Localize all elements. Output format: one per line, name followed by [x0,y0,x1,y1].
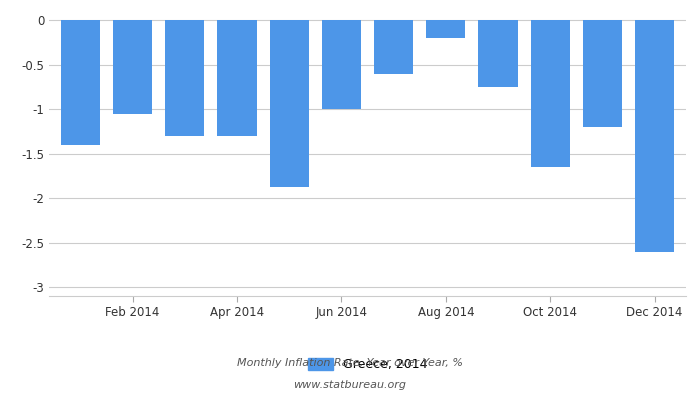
Text: Monthly Inflation Rate, Year over Year, %: Monthly Inflation Rate, Year over Year, … [237,358,463,368]
Legend: Greece, 2014: Greece, 2014 [302,353,433,376]
Bar [635,20,674,252]
Bar [165,20,204,136]
Bar [270,20,309,187]
Bar [426,20,466,38]
Bar [479,20,517,87]
Bar [374,20,413,74]
Bar [583,20,622,127]
Text: www.statbureau.org: www.statbureau.org [293,380,407,390]
Bar [113,20,152,114]
Bar [61,20,100,145]
Bar [531,20,570,167]
Bar [218,20,256,136]
Bar [322,20,361,109]
